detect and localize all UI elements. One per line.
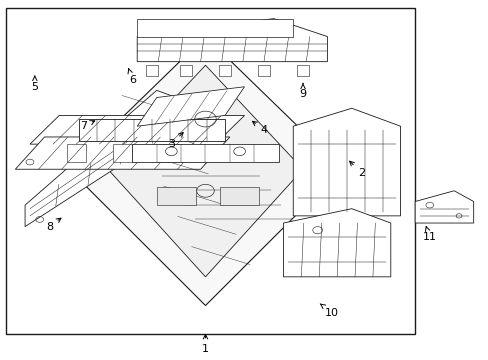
Polygon shape [414,191,473,223]
Polygon shape [220,187,259,205]
Polygon shape [180,65,191,76]
Polygon shape [108,65,303,277]
Polygon shape [30,116,244,144]
Polygon shape [15,137,229,169]
Text: 6: 6 [128,69,136,85]
Polygon shape [66,144,86,162]
Polygon shape [25,90,185,226]
Polygon shape [146,65,158,76]
Text: 2: 2 [349,161,365,178]
Text: 10: 10 [320,304,339,318]
Polygon shape [157,187,195,205]
Polygon shape [293,108,400,216]
Polygon shape [137,19,327,62]
Polygon shape [69,37,341,306]
Text: 1: 1 [202,334,208,354]
Text: 8: 8 [46,218,61,231]
Polygon shape [137,19,293,37]
Polygon shape [137,87,244,126]
Text: 3: 3 [167,132,183,149]
Text: 9: 9 [299,84,306,99]
Text: 5: 5 [31,76,38,92]
Text: 11: 11 [422,226,436,242]
Polygon shape [283,209,390,277]
Text: 4: 4 [252,121,267,135]
Bar [5,8,414,334]
Polygon shape [113,144,132,162]
Polygon shape [132,144,278,162]
Polygon shape [79,119,224,140]
Text: 7: 7 [80,121,95,131]
Polygon shape [297,65,308,76]
Polygon shape [219,65,230,76]
Polygon shape [159,144,178,162]
Polygon shape [258,65,269,76]
